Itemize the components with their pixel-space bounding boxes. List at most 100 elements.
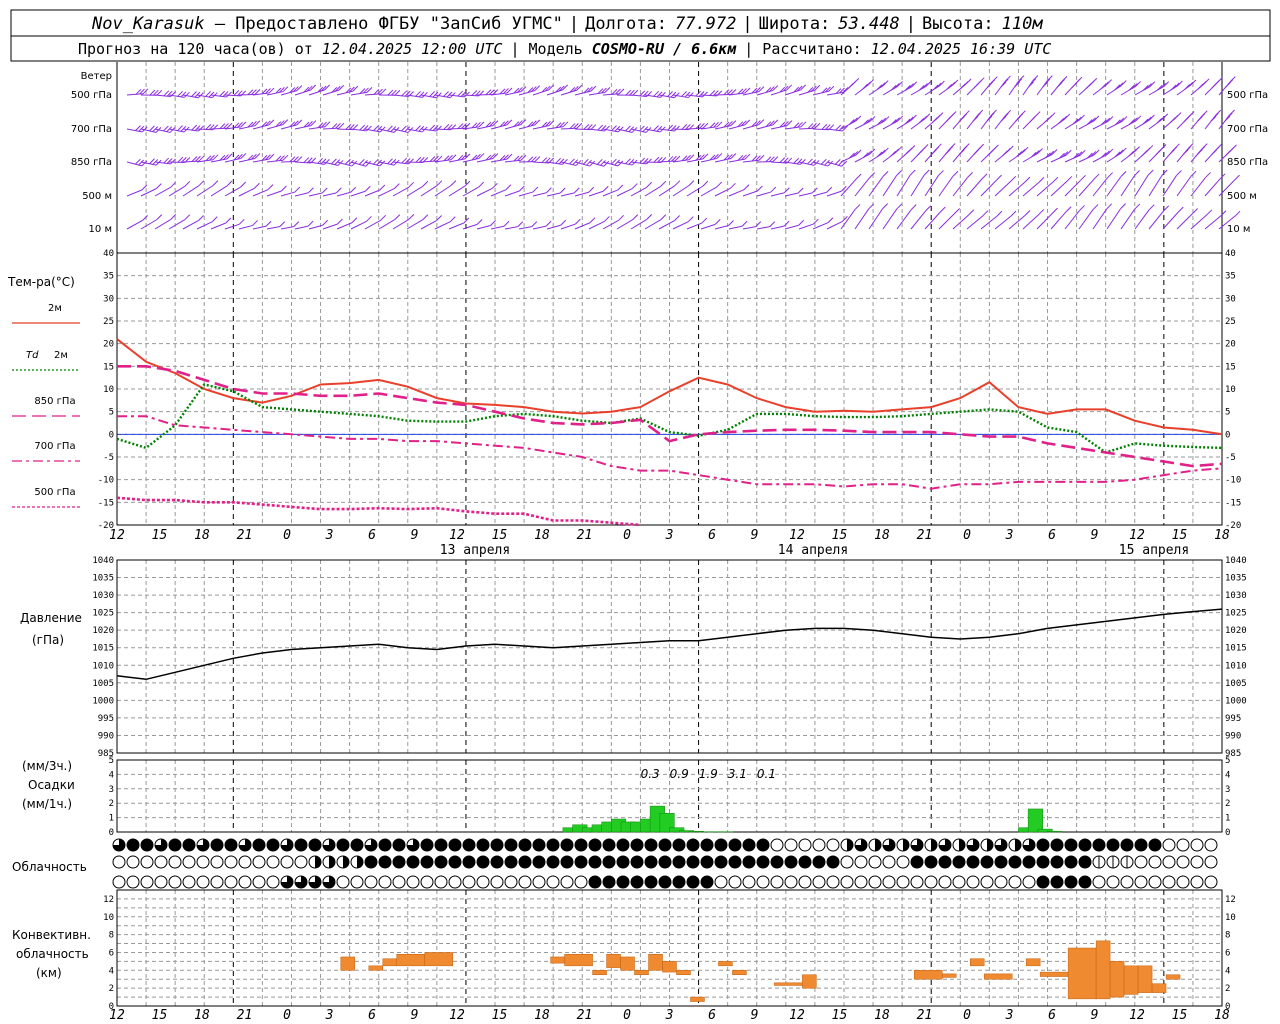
conv-title-2: облачность — [16, 947, 89, 961]
cloud-circle — [980, 875, 994, 889]
wind-barb-flag — [604, 125, 610, 132]
wind-barb-flag — [265, 220, 272, 227]
wind-barb-flag — [639, 125, 645, 132]
wind-barb-shaft — [574, 191, 589, 197]
cloud-fill — [365, 856, 377, 868]
wind-barb-flag — [163, 157, 170, 164]
wind-barb-flag — [1226, 112, 1233, 119]
temp-ytick-right: 20 — [1225, 340, 1236, 350]
wind-barb-flag — [574, 218, 581, 225]
conv-ytick-right: 8 — [1225, 931, 1230, 941]
wind-barb-shaft — [868, 208, 884, 230]
wind-barb-flag — [1169, 149, 1175, 155]
wind-barb-flag — [695, 90, 702, 97]
wind-barb-flag — [952, 170, 959, 177]
cloud-fill — [1107, 839, 1119, 851]
wind-barb-flag — [558, 85, 565, 92]
wind-level-right: 700 гПа — [1227, 124, 1268, 135]
sep1: | — [569, 14, 579, 34]
wind-barb-flag — [879, 149, 886, 156]
wind-barb-flag — [1114, 151, 1121, 158]
wind-barb-shaft — [756, 226, 770, 230]
cloud-circle — [938, 875, 952, 889]
wind-barb-flag — [364, 185, 371, 192]
wind-barb-shaft — [672, 159, 690, 163]
wind-barb-flag — [365, 160, 372, 167]
wind-barb-shaft — [252, 189, 269, 197]
wind-barb-flag — [639, 90, 646, 97]
wind-barb-flag — [1059, 152, 1065, 159]
wind-barb-flag — [141, 184, 148, 191]
wind-barb-flag — [1211, 149, 1217, 156]
wind-barb-flag — [436, 155, 443, 162]
wind-barb-shaft — [364, 161, 381, 167]
wind-barb-flag — [527, 121, 534, 128]
cloud-circle — [574, 875, 588, 889]
wind-barb-flag — [1106, 203, 1113, 210]
day-label: 13 апреля — [440, 543, 510, 558]
wind-barb-flag — [587, 86, 593, 93]
wind-barb-flag — [660, 214, 667, 221]
wind-barb-flag — [600, 159, 606, 166]
cloud-fill — [617, 876, 629, 888]
wind-barb-shaft — [546, 126, 564, 130]
wind-barb-flag — [877, 119, 883, 126]
wind-barb-flag — [457, 90, 464, 97]
wind-barb-flag — [1224, 115, 1231, 122]
wind-barb-flag — [944, 149, 951, 155]
wind-barb-flag — [582, 158, 589, 165]
conv-bar — [564, 953, 593, 967]
cloud-fill — [1135, 839, 1147, 851]
wind-barb-flag — [695, 123, 702, 129]
wind-barb-shaft — [252, 158, 270, 163]
wind-barb-shaft — [210, 185, 228, 197]
wind-barb-flag — [730, 182, 736, 189]
wind-barb-flag — [681, 155, 688, 162]
wind-barb-flag — [1071, 82, 1078, 89]
wind-barb-flag — [656, 91, 663, 98]
wind-barb-flag — [1196, 149, 1203, 155]
wind-barb-shaft — [546, 89, 563, 96]
wind-barb-flag — [573, 123, 579, 129]
pres-ytick-right: 1020 — [1225, 626, 1247, 636]
wind-barb-flag — [348, 124, 355, 130]
wind-barb-flag — [765, 156, 772, 163]
wind-barb-flag — [527, 87, 534, 93]
wind-barb-shaft — [798, 89, 815, 96]
hour-label: 21 — [237, 528, 253, 543]
pres-ytick-right: 1030 — [1225, 591, 1247, 601]
wind-barb-shaft — [420, 185, 438, 197]
wind-barb-flag — [338, 122, 345, 129]
wind-barb-shaft — [434, 185, 452, 197]
wind-barb-flag — [527, 156, 534, 163]
wind-barb-flag — [294, 186, 301, 193]
wind-barb-shaft — [1106, 208, 1122, 230]
wind-barb-shaft — [308, 126, 326, 130]
wind-barb-flag — [348, 159, 354, 166]
wind-barb-shaft — [1120, 175, 1135, 197]
wind-barb-flag — [1134, 170, 1140, 176]
wind-barb-shaft — [448, 222, 465, 230]
wind-barb-shaft — [812, 222, 829, 230]
wind-barb-flag — [814, 122, 821, 129]
cloud-fill — [589, 856, 601, 868]
wind-barb-flag — [265, 88, 271, 94]
hour-label: 6 — [368, 528, 376, 543]
wind-barb-flag — [646, 181, 653, 188]
wind-barb-flag — [576, 122, 583, 129]
wind-barb-flag — [751, 87, 758, 94]
wind-barb-flag — [646, 158, 652, 165]
wind-barb-flag — [617, 160, 624, 167]
cloud-circle — [812, 838, 826, 852]
wind-barb-flag — [177, 125, 183, 132]
wind-barb-flag — [1028, 81, 1034, 88]
wind-barb-shaft — [644, 94, 661, 98]
cloud-fill — [295, 839, 307, 851]
cloud-fill — [1051, 876, 1063, 888]
wind-barb-flag — [303, 157, 310, 163]
wind-barb-shaft — [770, 225, 785, 230]
legend-label: 500 гПа — [34, 487, 75, 498]
cloud-circle — [798, 838, 812, 852]
cloud-fill — [575, 856, 587, 868]
cloud-fill — [855, 839, 867, 851]
